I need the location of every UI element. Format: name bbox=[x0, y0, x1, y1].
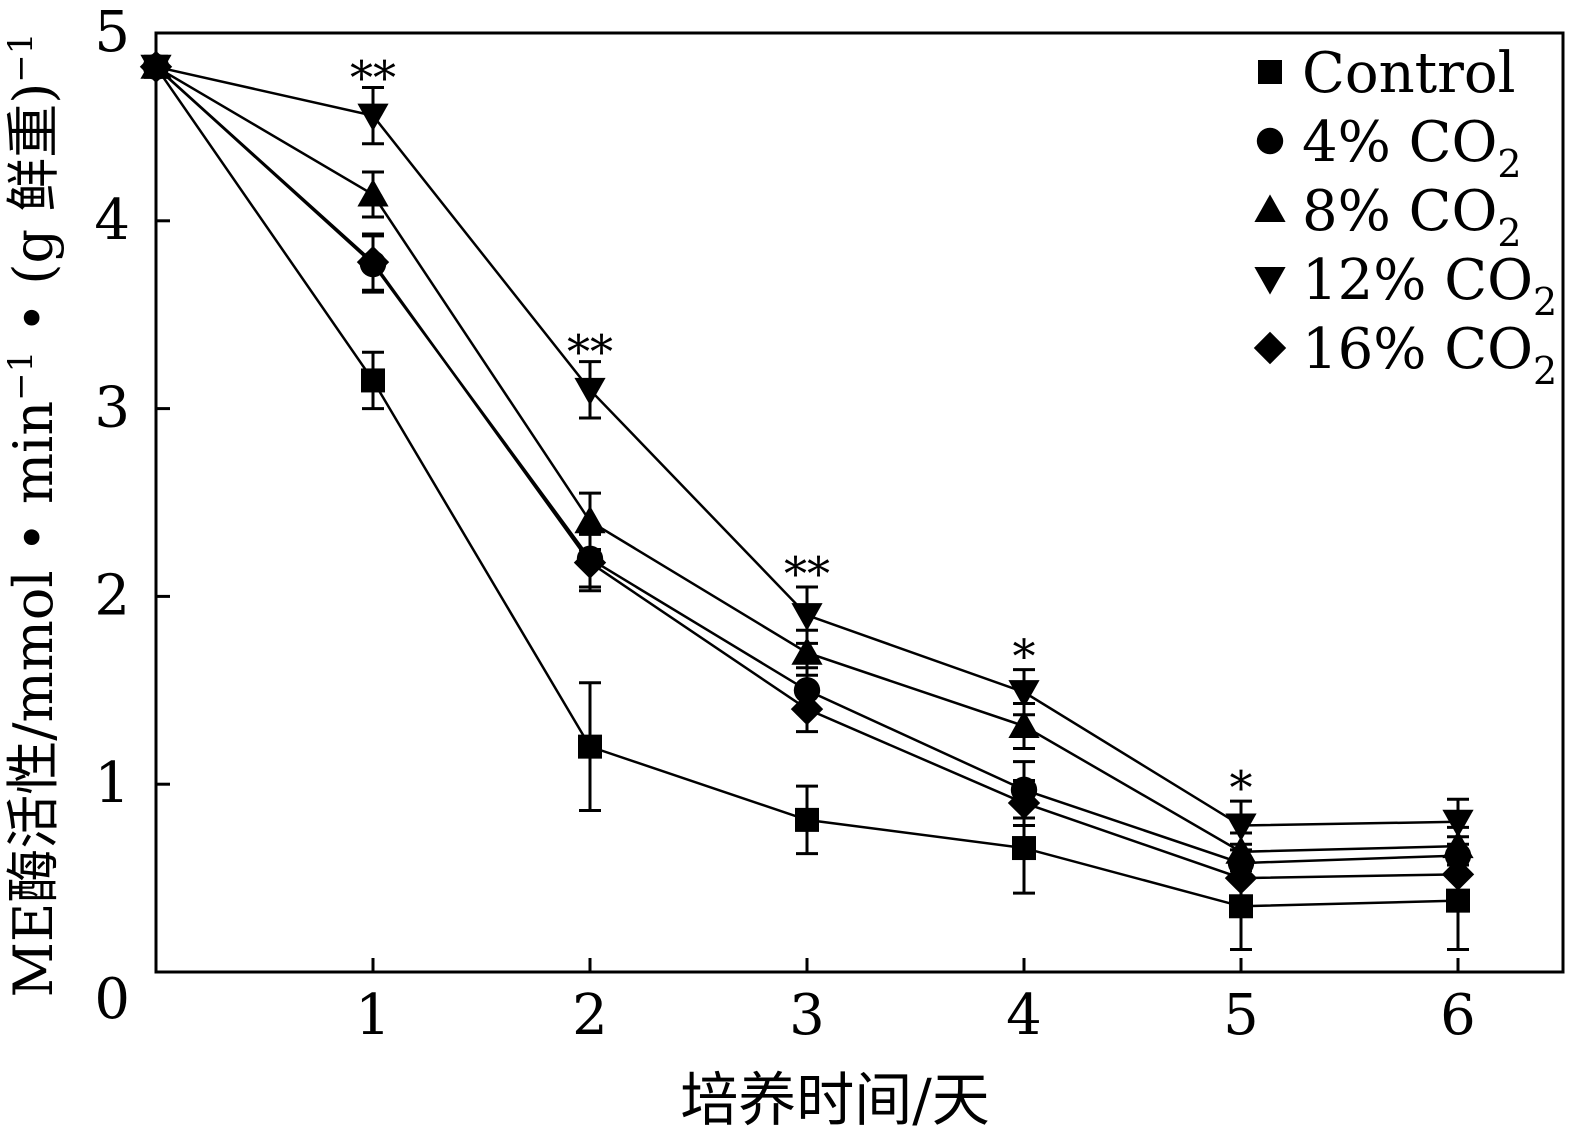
triangle-up-marker bbox=[574, 505, 606, 534]
x-axis-label: 培养时间/天 bbox=[680, 1066, 990, 1132]
legend-label-main: 4% CO bbox=[1302, 110, 1497, 175]
triangle-down-marker bbox=[791, 603, 823, 631]
legend-label: 16% CO2 bbox=[1302, 317, 1557, 393]
series-control bbox=[144, 54, 1470, 951]
significance-mark: * bbox=[1013, 629, 1036, 683]
legend-label-subscript: 2 bbox=[1533, 280, 1557, 324]
series-line bbox=[155, 65, 1459, 865]
diamond-marker bbox=[139, 50, 173, 84]
significance-mark: ** bbox=[784, 546, 830, 600]
y-tick-label: 3 bbox=[94, 376, 130, 441]
series-co2-4 bbox=[142, 53, 1472, 884]
x-tick-label: 4 bbox=[1006, 983, 1042, 1048]
series-line bbox=[154, 66, 1459, 908]
square-marker bbox=[578, 734, 602, 759]
legend-label-main: 12% CO bbox=[1302, 248, 1533, 313]
significance-mark: * bbox=[1230, 760, 1253, 814]
triangle-up-marker bbox=[791, 637, 823, 665]
axes: 1 2 3 4 5 6 1 2 3 4 5 0 bbox=[94, 0, 1475, 1048]
diamond-marker bbox=[356, 245, 390, 279]
x-tick-label: 1 bbox=[355, 983, 391, 1048]
legend-label-subscript: 2 bbox=[1497, 211, 1521, 255]
legend-item-co2-8: 8% CO2 bbox=[1254, 179, 1522, 255]
legend-item-control: Control bbox=[1258, 41, 1516, 106]
legend-label-subscript: 2 bbox=[1497, 142, 1521, 186]
x-tick-label: 6 bbox=[1440, 983, 1476, 1048]
y-axis-label-sup2: −1 bbox=[1, 33, 41, 83]
triangle-down-marker bbox=[1442, 809, 1474, 838]
series-line bbox=[155, 65, 1459, 880]
diamond-marker bbox=[1441, 858, 1475, 891]
circle-marker bbox=[1256, 127, 1284, 155]
diamond-marker bbox=[1224, 861, 1258, 895]
y-axis-label-sup1: −1 bbox=[1, 351, 41, 401]
significance-mark: ** bbox=[350, 50, 396, 104]
diamond-marker bbox=[1253, 331, 1287, 365]
series-co2-16 bbox=[139, 50, 1475, 899]
y-tick-label: 2 bbox=[94, 563, 130, 628]
series-layer bbox=[139, 50, 1475, 951]
y-axis-label-main: ME酶活性/mmol • min bbox=[2, 401, 65, 998]
square-marker bbox=[361, 368, 385, 393]
legend-item-co2-16: 16% CO2 bbox=[1253, 317, 1557, 393]
diamond-marker bbox=[573, 546, 607, 579]
significance-annotations: ******** bbox=[350, 50, 1253, 814]
y-axis-label: ME酶活性/mmol • min−1 • (g 鲜重)−1 bbox=[1, 33, 65, 998]
legend-label-main: Control bbox=[1302, 41, 1516, 106]
legend-label: Control bbox=[1302, 41, 1516, 106]
triangle-down-marker bbox=[1225, 813, 1257, 842]
plot-frame bbox=[154, 31, 1565, 974]
square-marker bbox=[1258, 60, 1282, 84]
y-tick-label: 4 bbox=[94, 188, 130, 253]
triangle-up-marker bbox=[1008, 710, 1040, 738]
diamond-marker bbox=[790, 692, 824, 726]
y-tick-label: 5 bbox=[94, 0, 130, 65]
legend-label-subscript: 2 bbox=[1533, 349, 1557, 393]
diamond-marker bbox=[1007, 786, 1041, 820]
legend-item-co2-4: 4% CO2 bbox=[1256, 110, 1522, 186]
legend-label: 4% CO2 bbox=[1302, 110, 1522, 186]
triangle-down-marker bbox=[1008, 680, 1040, 708]
legend-item-co2-12: 12% CO2 bbox=[1254, 248, 1557, 324]
legend-label-main: 8% CO bbox=[1302, 179, 1497, 244]
legend-label-main: 16% CO bbox=[1302, 317, 1533, 382]
x-tick-label: 3 bbox=[789, 983, 825, 1048]
triangle-down-marker bbox=[574, 377, 606, 406]
significance-mark: ** bbox=[567, 325, 613, 379]
x-tick-label: 5 bbox=[1223, 983, 1259, 1048]
series-line bbox=[155, 65, 1459, 854]
triangle-up-marker bbox=[1254, 194, 1286, 222]
triangle-down-marker bbox=[357, 103, 389, 132]
series-co2-8 bbox=[140, 51, 1474, 873]
legend-label: 12% CO2 bbox=[1302, 248, 1557, 324]
square-marker bbox=[795, 807, 819, 832]
triangle-down-marker bbox=[1254, 267, 1286, 295]
square-marker bbox=[1012, 836, 1036, 861]
legend-label: 8% CO2 bbox=[1302, 179, 1522, 255]
x-tick-label: 2 bbox=[572, 983, 608, 1048]
plot-area bbox=[154, 31, 1565, 974]
y-axis-label-mid: • (g 鲜重) bbox=[2, 83, 65, 351]
triangle-up-marker bbox=[357, 178, 389, 207]
origin-label: 0 bbox=[94, 967, 130, 1032]
y-tick-label: 1 bbox=[94, 751, 130, 816]
